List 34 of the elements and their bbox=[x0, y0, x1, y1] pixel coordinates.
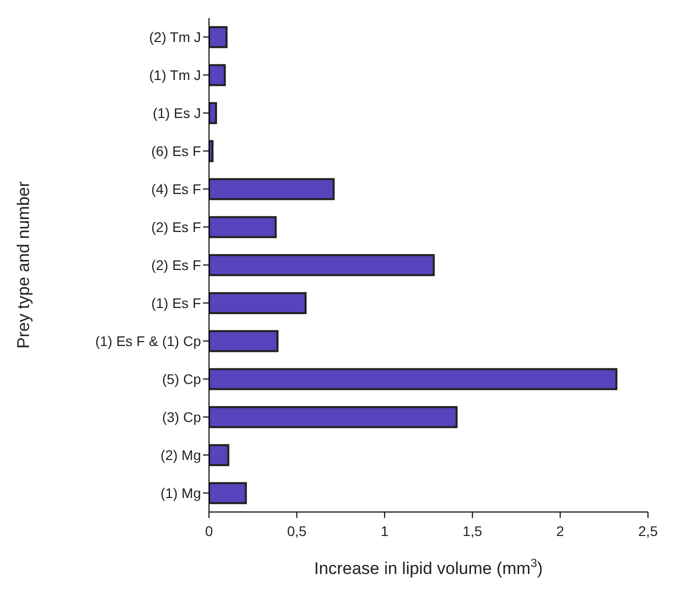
bar bbox=[209, 26, 228, 48]
y-tick-label: (1) Mg bbox=[160, 484, 201, 501]
bar bbox=[209, 254, 435, 276]
y-tick-label: (1) Es F bbox=[151, 294, 201, 311]
x-tick-label: 1 bbox=[380, 522, 389, 539]
bar bbox=[209, 482, 247, 504]
bar bbox=[209, 292, 307, 314]
bar bbox=[209, 102, 218, 124]
y-tick-label: (3) Cp bbox=[162, 408, 202, 425]
y-tick-label: (4) Es F bbox=[151, 180, 201, 197]
y-axis-title: Prey type and number bbox=[14, 181, 33, 349]
bar bbox=[209, 406, 458, 428]
y-tick-label: (1) Es J bbox=[152, 104, 201, 121]
y-tick-label: (2) Tm J bbox=[149, 28, 201, 45]
bar bbox=[209, 444, 230, 466]
y-tick-label: (2) Mg bbox=[160, 446, 201, 463]
bar bbox=[209, 216, 277, 238]
y-tick-label: (2) Es F bbox=[151, 218, 201, 235]
x-tick-label: 0,5 bbox=[287, 522, 307, 539]
y-tick-label: (1) Tm J bbox=[149, 66, 201, 83]
bar bbox=[209, 368, 618, 390]
x-tick-label: 1,5 bbox=[462, 522, 482, 539]
x-axis-title: Increase in lipid volume (mm$^{3}$) bbox=[314, 556, 543, 578]
bar bbox=[209, 178, 335, 200]
y-tick-label: (5) Cp bbox=[162, 370, 202, 387]
bar bbox=[209, 64, 226, 86]
x-tick-label: 2 bbox=[556, 522, 564, 539]
bar bbox=[209, 140, 214, 162]
x-tick-label: 0 bbox=[205, 522, 214, 539]
y-tick-label: (2) Es F bbox=[151, 256, 201, 273]
bar bbox=[209, 330, 278, 352]
y-tick-label: (6) Es F bbox=[151, 142, 201, 159]
y-tick-label: (1) Es F & (1) Cp bbox=[95, 332, 202, 349]
x-tick-label: 2,5 bbox=[638, 522, 658, 539]
